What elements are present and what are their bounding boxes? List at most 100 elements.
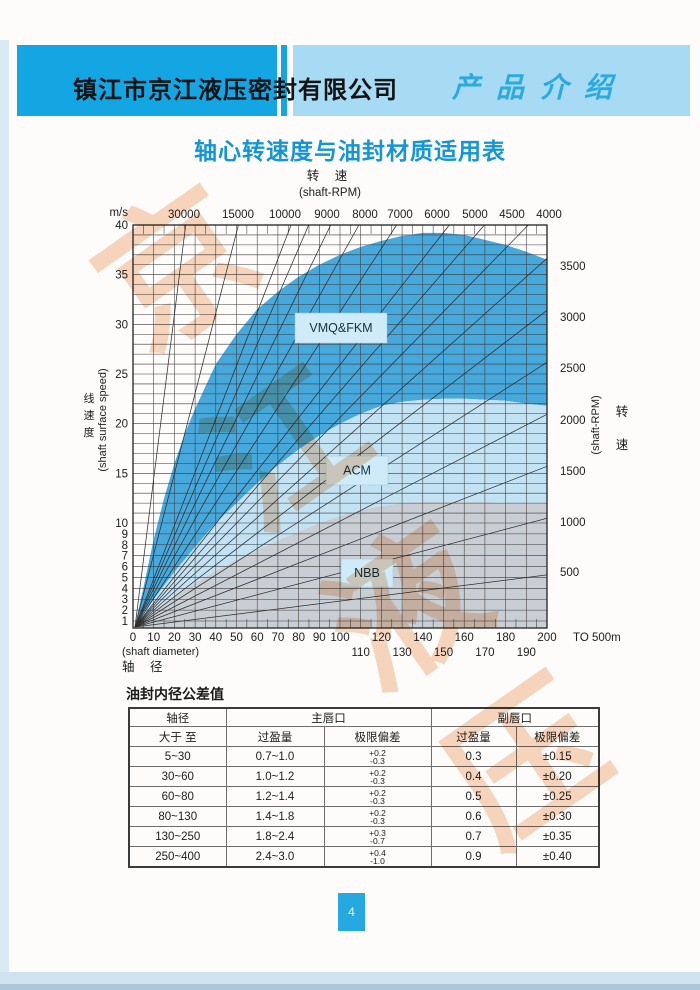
table-cell: 0.5 bbox=[430, 786, 517, 807]
region-ACM bbox=[137, 398, 547, 624]
tolerance-table-wrap: 轴径 主唇口 副唇口 大于 至 过盈量 极限偏差 过盈量 极限偏差 5~30 0.… bbox=[128, 707, 600, 868]
axis-tick-label: 4 bbox=[122, 583, 129, 595]
table-row: 60~80 1.2~1.4 +0.2 -0.3 0.5 ±0.25 bbox=[128, 786, 600, 807]
table-cell: 250~400 bbox=[128, 846, 227, 868]
axis-tick-label: 1000 bbox=[560, 517, 586, 529]
table-cell: 60~80 bbox=[128, 786, 227, 807]
table-cell: +0.2 -0.3 bbox=[323, 766, 432, 787]
table-cell: 0.7~1.0 bbox=[225, 746, 325, 767]
axis-tick-label: 180 bbox=[496, 632, 515, 644]
axis-tick-label: 3000 bbox=[560, 312, 586, 324]
axis-tick-label: 40 bbox=[209, 632, 222, 644]
axis-tick-label: 170 bbox=[475, 647, 494, 659]
y-unit-label: m/s bbox=[109, 207, 128, 219]
table-cell: ±0.15 bbox=[515, 746, 600, 767]
tolerance-table: 轴径 主唇口 副唇口 大于 至 过盈量 极限偏差 过盈量 极限偏差 5~30 0.… bbox=[128, 707, 600, 868]
axis-tick-label: 5 bbox=[122, 572, 128, 584]
plot-border bbox=[132, 224, 548, 629]
table-cell: 0.4 bbox=[430, 766, 517, 787]
table-cell: 5~30 bbox=[128, 746, 227, 767]
right-axis-label-cn: 速 bbox=[616, 438, 629, 452]
axis-tick-label: 90 bbox=[313, 632, 326, 644]
axis-tick-label: 1500 bbox=[560, 466, 586, 478]
axis-tick-label: 0 bbox=[130, 632, 136, 644]
region-label-VMQ&FKM: VMQ&FKM bbox=[309, 321, 372, 335]
table-cell: 2.4~3.0 bbox=[225, 846, 325, 868]
axis-tick-label: 10000 bbox=[269, 209, 301, 221]
x-axis-label-en: (shaft diameter) bbox=[122, 646, 199, 658]
axis-tick-label: 30 bbox=[115, 319, 128, 331]
table-cell: 30~60 bbox=[128, 766, 227, 787]
grid bbox=[132, 224, 548, 628]
page-edge-bottom-shade bbox=[0, 984, 700, 990]
region-VMQ&FKM bbox=[137, 232, 547, 621]
axis-tick-label: 3500 bbox=[560, 261, 586, 273]
header-interference-sub: 过盈量 bbox=[430, 726, 517, 747]
header-main-lip: 主唇口 bbox=[225, 707, 432, 727]
axis-tick-label: 25 bbox=[115, 369, 128, 381]
axis-tick-label: 110 bbox=[352, 647, 370, 659]
table-row: 250~400 2.4~3.0 +0.4 -1.0 0.9 ±0.40 bbox=[128, 846, 600, 868]
table-row: 30~60 1.0~1.2 +0.2 -0.3 0.4 ±0.20 bbox=[128, 766, 600, 787]
axis-tick-label: 30 bbox=[189, 632, 202, 644]
table-header-row-groups: 轴径 主唇口 副唇口 bbox=[128, 707, 600, 727]
axis-tick-label: 80 bbox=[292, 632, 305, 644]
axis-tick-label: 190 bbox=[517, 647, 536, 659]
axis-tick-label: 2500 bbox=[560, 363, 586, 375]
table-cell: 1.8~2.4 bbox=[225, 826, 325, 847]
region-label-ACM: ACM bbox=[343, 464, 371, 478]
company-name: 镇江市京江液压密封有限公司 bbox=[73, 78, 398, 104]
y-axis-label-cn: 线 bbox=[84, 391, 95, 405]
y-axis-label-cn: 速 bbox=[84, 409, 95, 422]
top-axis-title: 转 速 bbox=[307, 168, 353, 183]
table-cell: 0.9 bbox=[430, 846, 517, 868]
axis-tick-label: 5000 bbox=[462, 209, 488, 221]
region-labels: VMQ&FKM ACM NBB bbox=[294, 312, 394, 588]
axis-tick-label: 140 bbox=[413, 632, 432, 644]
axis-tick-label: 150 bbox=[434, 647, 453, 659]
top-axis-subtitle: (shaft-RPM) bbox=[299, 187, 361, 199]
page-number-badge: 4 bbox=[338, 893, 365, 931]
axis-tick-label: 3 bbox=[122, 594, 128, 606]
axis-tick-label: 100 bbox=[330, 632, 349, 644]
axis-tick-label: 4500 bbox=[499, 209, 525, 221]
axis-tick-label: 2000 bbox=[560, 415, 586, 427]
header-interference-main: 过盈量 bbox=[225, 726, 325, 747]
axis-tick-label: 120 bbox=[372, 632, 391, 644]
table-cell: 1.2~1.4 bbox=[225, 786, 325, 807]
table-cell: ±0.35 bbox=[515, 826, 600, 847]
table-cell: +0.3 -0.7 bbox=[323, 826, 432, 847]
section-title: 产品介绍 bbox=[452, 73, 629, 104]
table-cell: +0.2 -0.3 bbox=[323, 746, 432, 767]
table-cell: 1.0~1.2 bbox=[225, 766, 325, 787]
page-title: 轴心转速度与油封材质适用表 bbox=[194, 138, 506, 164]
table-row: 80~130 1.4~1.8 +0.2 -0.3 0.6 ±0.30 bbox=[128, 806, 600, 827]
table-cell: ±0.25 bbox=[515, 786, 600, 807]
axis-tick-label: 10 bbox=[147, 632, 160, 644]
axis-tick-label: 70 bbox=[272, 632, 285, 644]
axis-tick-label: 60 bbox=[251, 632, 264, 644]
table-cell: 0.3 bbox=[430, 746, 517, 767]
table-row: 130~250 1.8~2.4 +0.3 -0.7 0.7 ±0.35 bbox=[128, 826, 600, 847]
axis-tick-label: 4000 bbox=[536, 209, 562, 221]
axis-tick-label: 8 bbox=[122, 540, 128, 552]
header-divider-stripe bbox=[281, 45, 287, 116]
page-edge-left bbox=[0, 40, 9, 990]
header-range: 大于 至 bbox=[128, 726, 227, 747]
axis-tick-label: 9 bbox=[122, 529, 128, 541]
table-header-row-fields: 大于 至 过盈量 极限偏差 过盈量 极限偏差 bbox=[128, 726, 600, 747]
axis-tick-label: 40 bbox=[115, 220, 128, 232]
right-axis-label-en: (shaft-RPM) bbox=[590, 395, 602, 454]
axis-tick-label: 1 bbox=[122, 616, 128, 628]
axis-tick-label: 20 bbox=[115, 419, 128, 431]
table-cell: 1.4~1.8 bbox=[225, 806, 325, 827]
header-deviation-sub: 极限偏差 bbox=[515, 726, 600, 747]
axis-tick-label: 30000 bbox=[168, 209, 200, 221]
table-cell: +0.4 -1.0 bbox=[323, 846, 432, 868]
right-axis-label-cn: 转 bbox=[616, 404, 629, 419]
tolerance-table-title: 油封内径公差值 bbox=[126, 686, 224, 702]
table-cell: 130~250 bbox=[128, 826, 227, 847]
axis-tick-label: 130 bbox=[393, 647, 412, 659]
axis-tick-label: 10 bbox=[115, 518, 128, 530]
